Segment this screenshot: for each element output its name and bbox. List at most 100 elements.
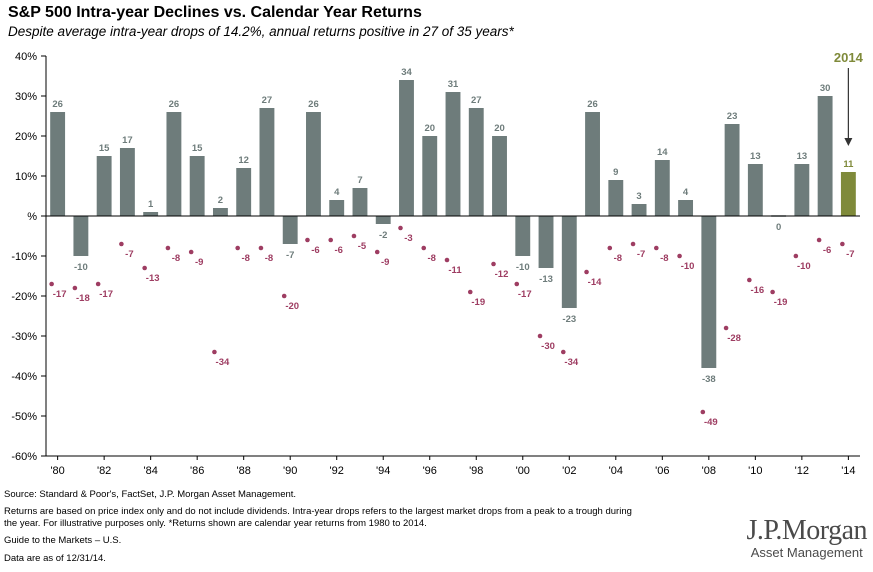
decline-point (398, 225, 403, 231)
x-tick-label: '88 (237, 465, 251, 477)
decline-point (560, 349, 566, 355)
decline-value-label: -12 (495, 269, 509, 280)
x-tick-label: '10 (748, 465, 762, 477)
decline-point (723, 325, 729, 331)
bar-value-label: 20 (494, 123, 505, 134)
bar-value-label: 0 (776, 222, 781, 233)
decline-value-label: -7 (637, 249, 645, 260)
bar-value-label: 7 (357, 175, 362, 186)
decline-point (840, 241, 845, 247)
bar-value-label: 17 (122, 135, 133, 146)
y-tick-label: -50% (11, 411, 37, 423)
bar-value-label: 11 (843, 159, 854, 170)
decline-point (305, 237, 310, 243)
x-tick-label: '96 (423, 465, 437, 477)
y-tick-label: % (27, 211, 37, 223)
bar-value-label: 23 (727, 111, 738, 122)
bar-value-label: 13 (750, 151, 761, 162)
decline-value-label: -3 (404, 233, 412, 244)
chart-title: S&P 500 Intra-year Declines vs. Calendar… (8, 4, 422, 21)
bar-value-label: -10 (516, 262, 530, 273)
highlight-label: 2014 (834, 50, 864, 65)
bar-value-label: -13 (539, 274, 553, 285)
bar (794, 164, 810, 216)
bar-value-label: 31 (448, 79, 459, 90)
decline-point (607, 245, 613, 251)
logo-subtitle: Asset Management (750, 545, 863, 560)
bar (701, 216, 717, 368)
decline-point (816, 237, 822, 243)
bar-value-label: 15 (192, 143, 203, 154)
decline-point (630, 241, 636, 247)
decline-point (584, 269, 589, 275)
footer-note-line-2: the year. For illustrative purposes only… (4, 518, 427, 529)
y-tick-label: 20% (15, 131, 37, 143)
bar (654, 160, 670, 216)
bar-value-label: -23 (562, 314, 576, 325)
footer-date: Data are as of 12/31/14. (4, 553, 106, 564)
decline-value-label: -7 (846, 249, 854, 260)
decline-value-label: -6 (311, 245, 319, 256)
decline-point (72, 285, 78, 291)
decline-value-label: -6 (823, 245, 831, 256)
bar-value-label: 26 (587, 99, 598, 110)
decline-point (165, 245, 171, 251)
footer-note-line-1: Returns are based on price index only an… (4, 506, 632, 517)
bar-value-label: 2 (218, 195, 223, 206)
decline-value-label: -30 (541, 341, 555, 352)
y-tick-label: -10% (11, 251, 37, 263)
jpmorgan-logo: J.P.Morgan Asset Management (746, 517, 867, 561)
x-tick-label: '14 (841, 465, 855, 477)
decline-value-label: -7 (125, 249, 133, 260)
x-tick-label: '06 (655, 465, 669, 477)
decline-value-label: -13 (146, 273, 160, 284)
decline-point (467, 289, 473, 295)
x-tick-label: '98 (469, 465, 483, 477)
bar (817, 96, 833, 216)
decline-point (212, 349, 217, 355)
bar-value-label: 15 (99, 143, 110, 154)
decline-point (374, 249, 380, 255)
bar-value-label: 9 (613, 167, 618, 178)
footer-source: Source: Standard & Poor's, FactSet, J.P.… (4, 489, 297, 500)
decline-value-label: -9 (195, 257, 203, 268)
bar-value-label: -2 (379, 230, 387, 241)
decline-value-label: -14 (588, 277, 602, 288)
decline-value-label: -8 (172, 253, 180, 264)
y-tick-label: 30% (15, 91, 37, 103)
decline-value-label: -10 (681, 261, 695, 272)
bar-value-label: 12 (238, 155, 249, 166)
bar (236, 168, 252, 216)
bar (678, 200, 694, 216)
decline-point (770, 289, 775, 295)
decline-point (258, 245, 264, 251)
decline-value-label: -34 (564, 357, 578, 368)
chart-subtitle: Despite average intra-year drops of 14.2… (8, 24, 514, 39)
decline-point (747, 277, 752, 283)
x-tick-label: '86 (190, 465, 204, 477)
decline-value-label: -28 (727, 333, 741, 344)
bar (561, 216, 577, 308)
decline-point (537, 333, 543, 339)
bar-value-label: -7 (286, 250, 294, 261)
decline-point (514, 281, 520, 287)
bar (724, 124, 740, 216)
decline-value-label: -20 (285, 301, 299, 312)
bar (73, 216, 89, 256)
bar-value-label: 20 (424, 123, 435, 134)
x-tick-label: '94 (376, 465, 390, 477)
y-tick-label: -60% (11, 451, 37, 463)
y-tick-label: 40% (15, 51, 37, 63)
y-tick-label: -20% (11, 291, 37, 303)
decline-point (281, 293, 287, 299)
bar-value-label: -38 (702, 374, 716, 385)
decline-value-label: -19 (471, 297, 485, 308)
y-tick-label: 10% (15, 171, 37, 183)
bar (631, 204, 647, 216)
bar-value-label: 3 (636, 191, 641, 202)
bar (468, 108, 484, 216)
decline-point (421, 245, 427, 251)
bar-value-label: 4 (334, 187, 340, 198)
x-tick-label: '12 (795, 465, 809, 477)
bar (352, 188, 368, 216)
